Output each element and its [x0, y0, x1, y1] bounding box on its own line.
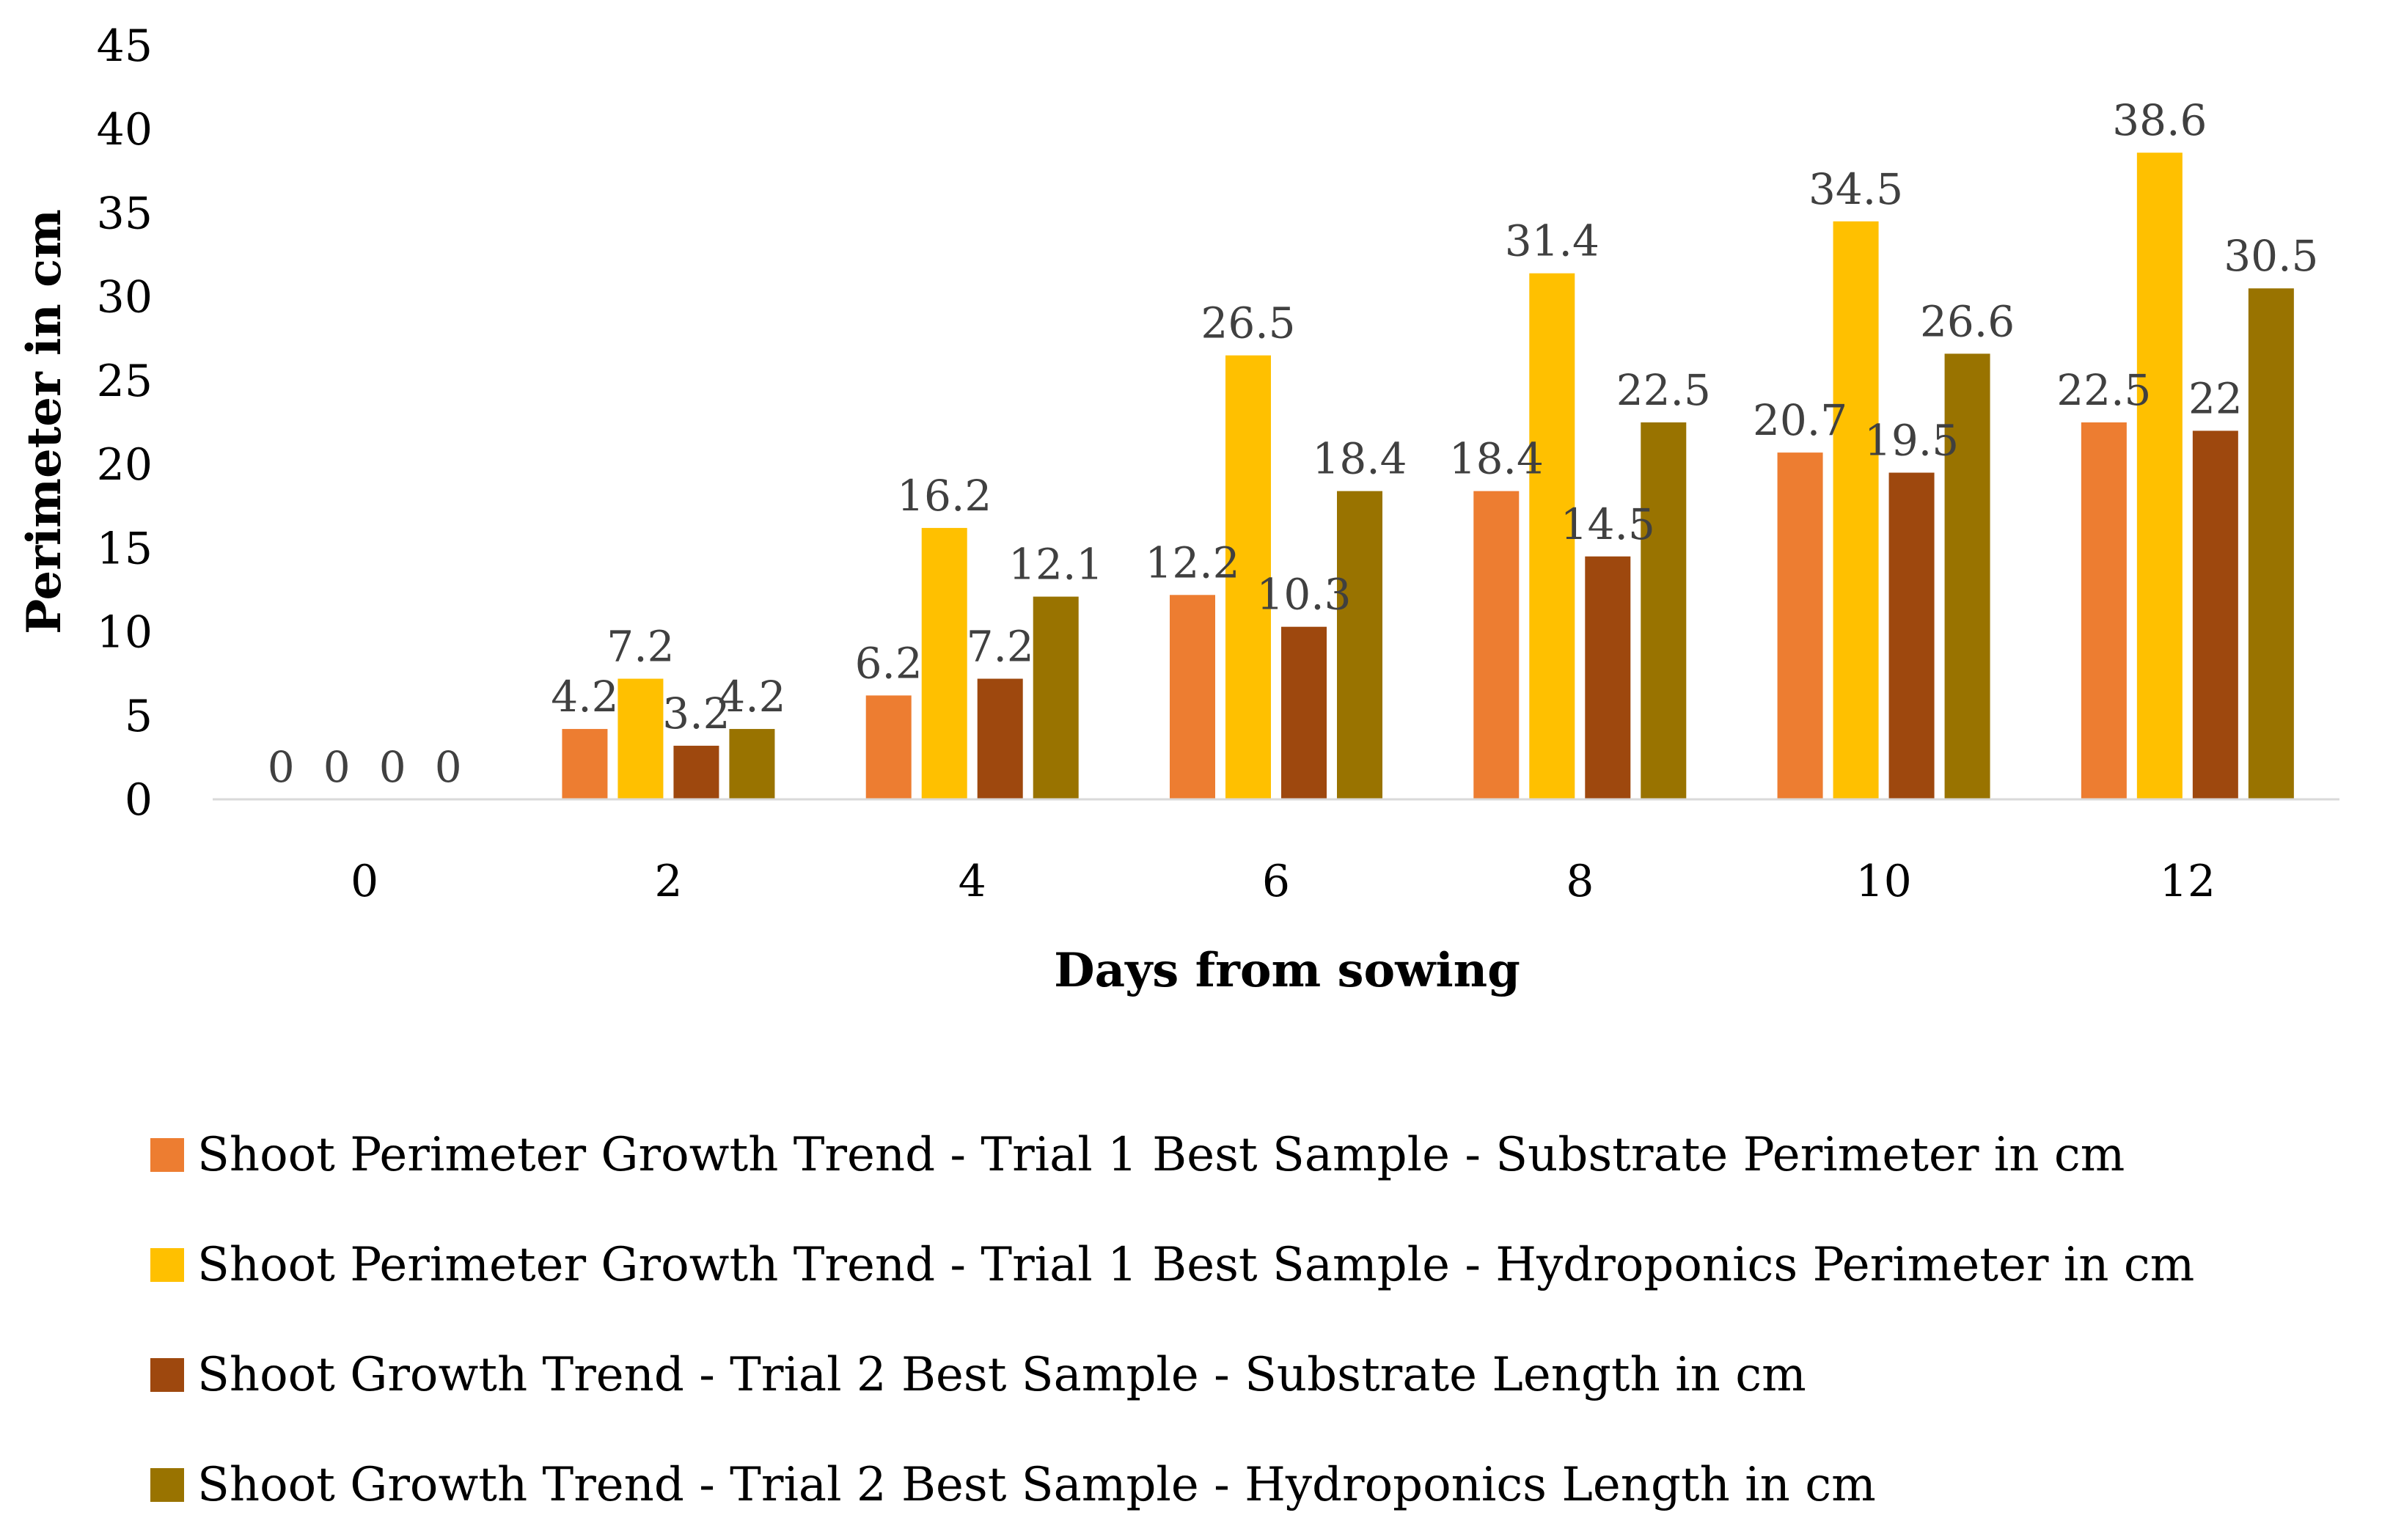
legend-item-trial2-substrate: Shoot Growth Trend - Trial 2 Best Sample… [150, 1320, 2350, 1430]
bar-series3-day-12 [2192, 430, 2238, 799]
y-axis-title: Perimeter in cm [17, 209, 72, 634]
bars-group [562, 153, 2294, 800]
y-tick-label-15: 15 [97, 523, 153, 574]
bar-series1-day-8 [1473, 491, 1520, 799]
x-tick-label-8: 8 [1566, 856, 1594, 907]
y-axis-ticks: 0 5 10 15 20 25 30 35 40 45 [97, 21, 153, 826]
data-label-series2-day-12: 38.6 [2112, 95, 2207, 145]
bar-series1-day-6 [1170, 595, 1215, 799]
legend: Shoot Perimeter Growth Trend - Trial 1 B… [150, 1100, 2350, 1540]
data-label-series2-day-0: 0 [323, 742, 351, 792]
bar-series4-day-12 [2248, 288, 2294, 799]
legend-label-trial2-hydroponics: Shoot Growth Trend - Trial 2 Best Sample… [197, 1458, 1876, 1512]
bar-series3-day-2 [673, 745, 719, 799]
data-label-series3-day-2: 3.2 [662, 689, 730, 738]
y-tick-label-10: 10 [97, 607, 153, 659]
bar-series2-day-10 [1833, 221, 1879, 799]
data-label-series2-day-10: 34.5 [1809, 164, 1903, 214]
bar-series2-day-12 [2136, 153, 2183, 799]
x-axis-title: Days from sowing [1054, 943, 1520, 998]
y-tick-label-35: 35 [97, 188, 153, 239]
x-tick-label-4: 4 [959, 856, 986, 907]
data-label-series3-day-0: 0 [379, 742, 406, 792]
legend-label-trial1-substrate: Shoot Perimeter Growth Trend - Trial 1 B… [197, 1128, 2125, 1182]
data-label-series4-day-0: 0 [435, 742, 462, 792]
y-tick-label-25: 25 [97, 356, 153, 407]
data-label-series1-day-12: 22.5 [2056, 365, 2151, 415]
bar-series1-day-10 [1777, 452, 1823, 799]
data-label-series2-day-6: 26.5 [1201, 298, 1295, 348]
legend-swatch-trial2-hydroponics [150, 1468, 184, 1502]
bar-series4-day-6 [1337, 491, 1382, 799]
data-label-series4-day-12: 30.5 [2224, 231, 2318, 281]
data-label-series4-day-6: 18.4 [1312, 434, 1407, 484]
bar-series2-day-4 [921, 527, 967, 799]
y-tick-label-40: 40 [97, 104, 153, 155]
legend-swatch-trial2-substrate [150, 1358, 184, 1392]
legend-swatch-trial1-substrate [150, 1138, 184, 1172]
x-tick-label-10: 10 [1855, 856, 1911, 907]
bar-series3-day-10 [1888, 472, 1935, 799]
bar-series2-day-8 [1529, 273, 1575, 799]
data-label-series4-day-10: 26.6 [1920, 296, 2015, 346]
x-tick-label-6: 6 [1262, 856, 1290, 907]
data-label-series1-day-6: 12.2 [1145, 538, 1239, 587]
y-tick-label-20: 20 [97, 439, 153, 491]
data-label-series1-day-4: 6.2 [855, 638, 923, 688]
bar-series3-day-4 [977, 678, 1023, 799]
legend-label-trial2-substrate: Shoot Growth Trend - Trial 2 Best Sample… [197, 1348, 1806, 1402]
y-tick-label-0: 0 [125, 774, 153, 826]
bar-series4-day-4 [1033, 596, 1079, 799]
x-tick-label-2: 2 [654, 856, 682, 907]
bar-series3-day-6 [1281, 626, 1327, 799]
data-label-series3-day-10: 19.5 [1864, 416, 1959, 466]
legend-item-trial1-substrate: Shoot Perimeter Growth Trend - Trial 1 B… [150, 1100, 2350, 1210]
data-label-series4-day-4: 12.1 [1008, 540, 1103, 590]
data-label-series4-day-8: 22.5 [1616, 365, 1711, 415]
x-axis-ticks: 0 2 4 6 8 10 12 [351, 856, 2216, 907]
data-label-series1-day-10: 20.7 [1753, 395, 1847, 445]
data-label-series1-day-2: 4.2 [551, 672, 618, 722]
data-label-series4-day-2: 4.2 [718, 672, 785, 722]
data-label-series3-day-6: 10.3 [1256, 570, 1351, 620]
bar-series2-day-6 [1225, 355, 1271, 800]
bar-series4-day-10 [1944, 353, 1990, 799]
legend-swatch-trial1-hydroponics [150, 1248, 184, 1282]
legend-item-trial1-hydroponics: Shoot Perimeter Growth Trend - Trial 1 B… [150, 1210, 2350, 1320]
bar-series3-day-8 [1585, 556, 1631, 799]
bar-series1-day-2 [562, 729, 608, 799]
bar-series1-day-12 [2081, 422, 2127, 799]
x-tick-label-12: 12 [2160, 856, 2216, 907]
bar-series4-day-8 [1641, 422, 1687, 799]
data-label-series1-day-8: 18.4 [1449, 434, 1544, 484]
data-label-series2-day-4: 16.2 [897, 471, 992, 521]
legend-label-trial1-hydroponics: Shoot Perimeter Growth Trend - Trial 1 B… [197, 1238, 2195, 1292]
y-tick-label-45: 45 [97, 21, 153, 72]
x-tick-label-0: 0 [351, 856, 378, 907]
bar-series2-day-2 [618, 678, 664, 799]
bar-series4-day-2 [729, 729, 775, 799]
data-labels-group: 0 4.2 6.2 12.2 18.4 20.7 22.5 0 7.2 16.2 26.5 31.4 3… [268, 95, 2319, 792]
data-label-series2-day-8: 31.4 [1505, 216, 1599, 266]
legend-item-trial2-hydroponics: Shoot Growth Trend - Trial 2 Best Sample… [150, 1430, 2350, 1540]
y-tick-label-5: 5 [125, 691, 153, 742]
data-label-series3-day-12: 22 [2188, 373, 2243, 423]
data-label-series3-day-8: 14.5 [1561, 499, 1655, 549]
data-label-series1-day-0: 0 [268, 742, 295, 792]
data-label-series2-day-2: 7.2 [607, 622, 674, 672]
y-tick-label-30: 30 [97, 272, 153, 323]
bar-series1-day-4 [865, 695, 912, 799]
data-label-series3-day-4: 7.2 [967, 622, 1034, 672]
